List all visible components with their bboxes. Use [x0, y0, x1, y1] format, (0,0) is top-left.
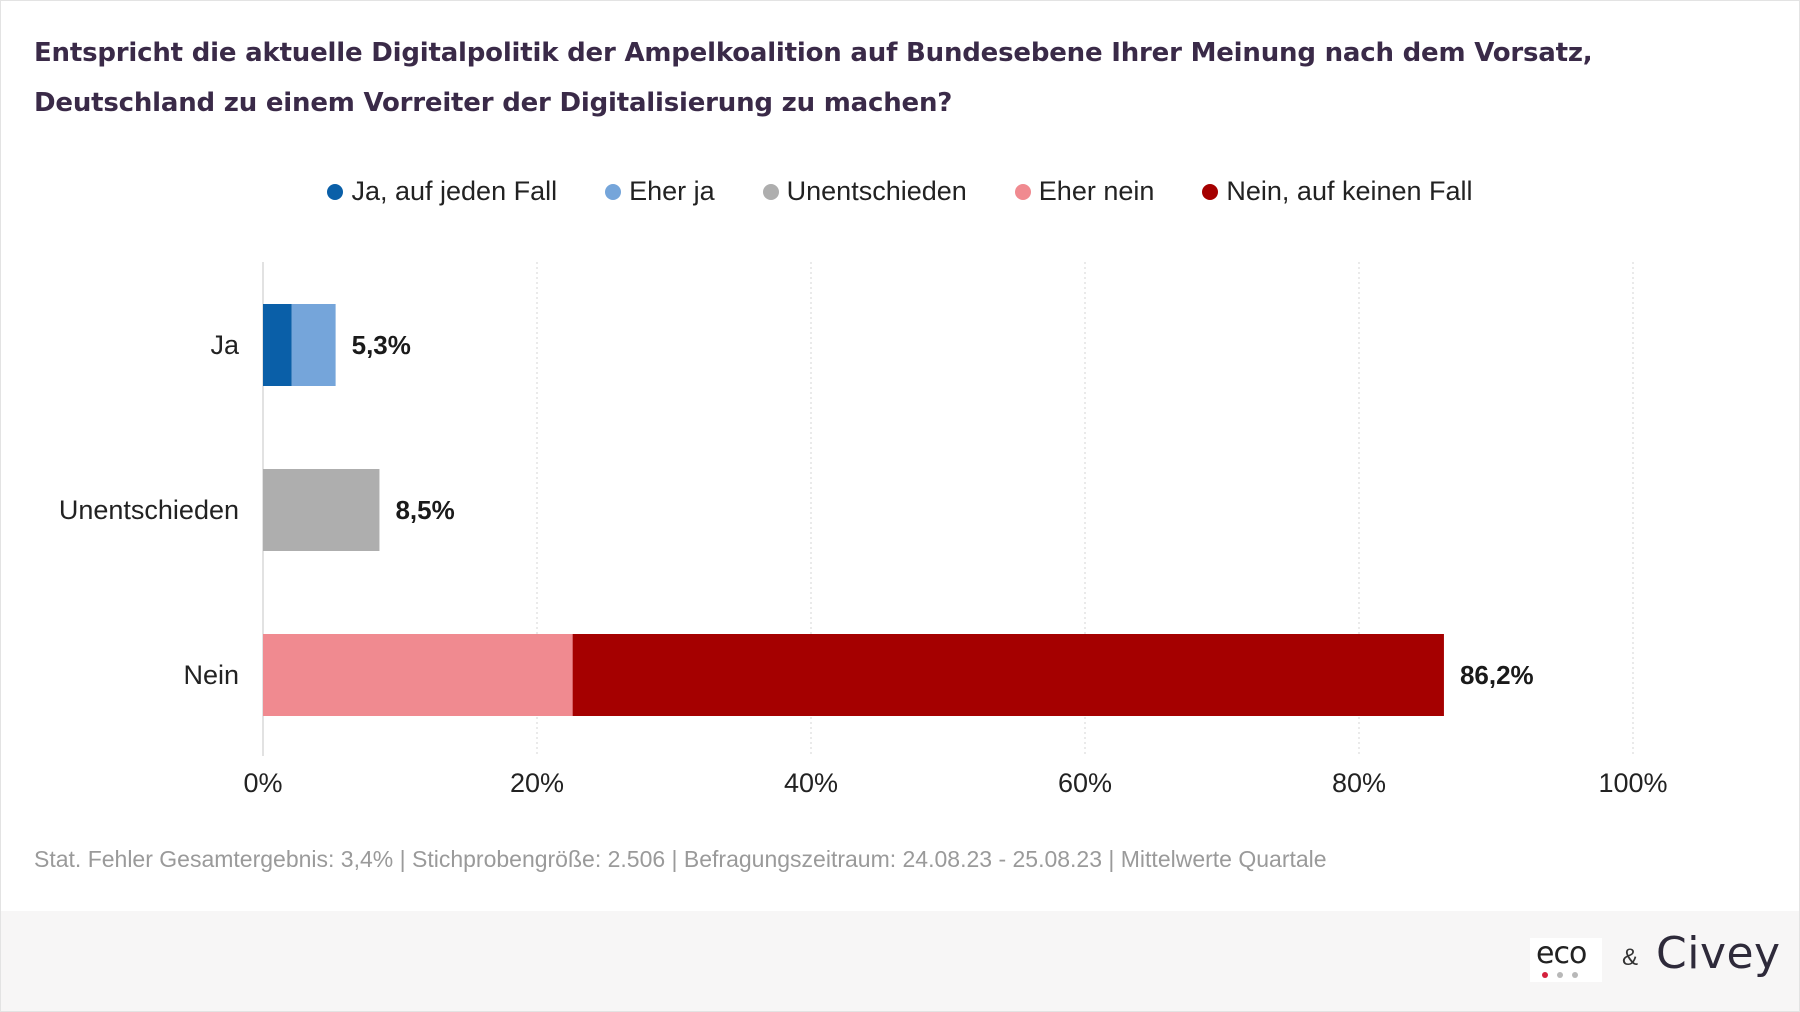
x-tick-label: 100%: [1598, 768, 1667, 798]
x-tick-label: 40%: [784, 768, 838, 798]
legend-item-unentschieden[interactable]: Unentschieden: [762, 176, 967, 207]
x-tick-label: 0%: [243, 768, 282, 798]
eco-logo-dots: [1542, 972, 1578, 978]
legend-dot-icon: [1202, 183, 1219, 200]
eco-dot-icon: [1542, 972, 1548, 978]
x-tick-label: 60%: [1058, 768, 1112, 798]
category-label: Unentschieden: [59, 495, 239, 525]
category-label: Nein: [183, 660, 239, 690]
chart-title: Entspricht die aktuelle Digitalpolitik d…: [34, 38, 1593, 118]
ampersand: &: [1622, 944, 1639, 971]
legend-label: Eher nein: [1038, 176, 1155, 206]
civey-logo: Civey: [1656, 928, 1781, 979]
bar-segment: [263, 469, 380, 551]
legend-label: Eher ja: [629, 176, 715, 206]
legend-dot-icon: [1014, 183, 1031, 200]
eco-dot-icon: [1572, 972, 1578, 978]
legend-label: Ja, auf jeden Fall: [351, 176, 558, 206]
data-label: 86,2%: [1460, 660, 1534, 690]
category-label: Ja: [210, 330, 240, 360]
legend-item-nein-auf-keinen-fall[interactable]: Nein, auf keinen Fall: [1202, 176, 1473, 207]
legend-dot-icon: [327, 183, 344, 200]
x-tick-label: 20%: [510, 768, 564, 798]
legend-item-eher-ja[interactable]: Eher ja: [605, 176, 715, 207]
bar-segment: [263, 634, 573, 716]
legend-item-ja-auf-jeden-fall[interactable]: Ja, auf jeden Fall: [327, 176, 557, 207]
bar-segment: [291, 304, 336, 386]
eco-dot-icon: [1557, 972, 1563, 978]
legend-label: Nein, auf keinen Fall: [1226, 176, 1473, 206]
footnote: Stat. Fehler Gesamtergebnis: 3,4% | Stic…: [34, 846, 1327, 872]
footer: [1, 911, 1799, 1011]
legend-dot-icon: [762, 183, 779, 200]
eco-logo-text: eco: [1536, 936, 1587, 971]
bar-chart: 0% 20% 40% 60% 80% 100% Ja 5,3% Unentschieden 8,5…: [59, 262, 1668, 798]
data-label: 5,3%: [352, 330, 411, 360]
chart-legend: Ja, auf jeden Fall Eher ja Unentschieden…: [0, 176, 1800, 207]
legend-item-eher-nein[interactable]: Eher nein: [1014, 176, 1155, 207]
data-label: 8,5%: [395, 495, 454, 525]
eco-logo: eco: [1530, 936, 1602, 982]
bar-segment: [263, 304, 292, 386]
x-tick-label: 80%: [1332, 768, 1386, 798]
legend-dot-icon: [605, 183, 622, 200]
bar-segment: [572, 634, 1444, 716]
legend-label: Unentschieden: [786, 176, 967, 206]
